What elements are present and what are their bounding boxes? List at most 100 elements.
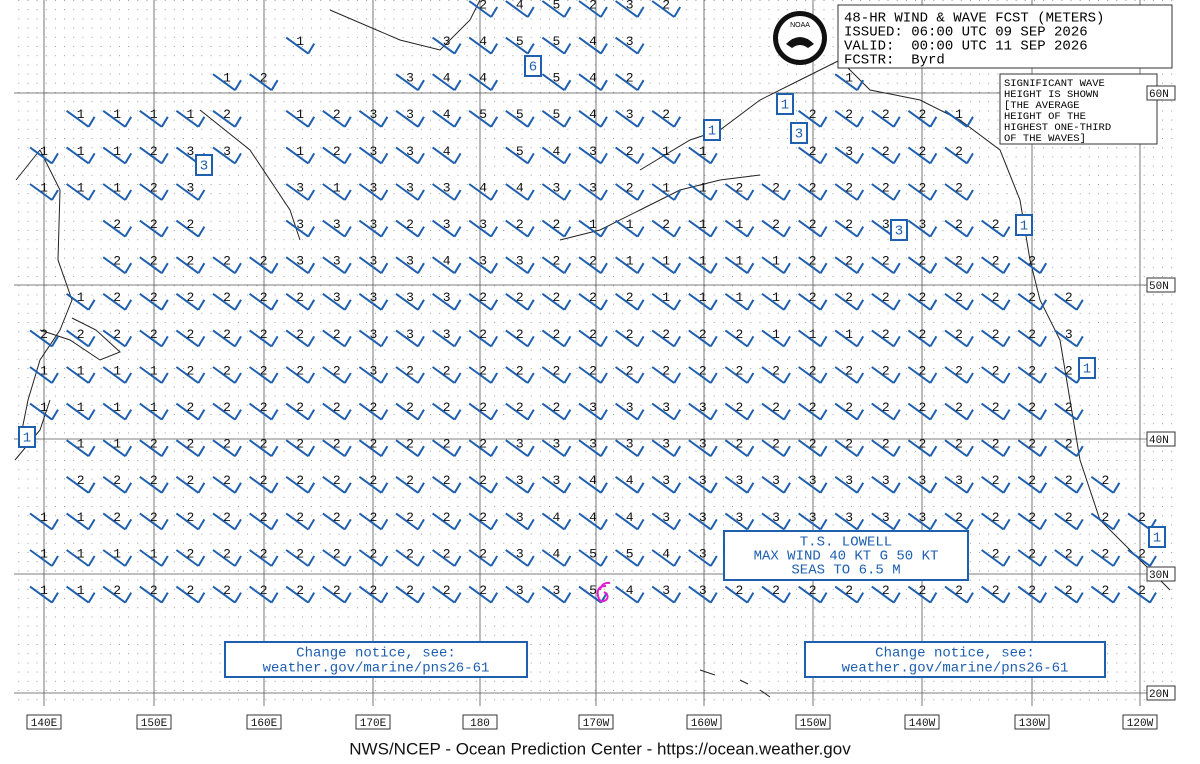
wave-height: 2: [809, 400, 817, 415]
wave-height: 1: [626, 217, 634, 232]
wind-barb: [1017, 329, 1048, 348]
wind-barb: [285, 402, 316, 421]
wind-barb: [468, 439, 499, 458]
wind-barb: [468, 402, 499, 421]
wave-height: 2: [809, 254, 817, 269]
wind-barb: [505, 366, 535, 384]
wave-height: 3: [699, 400, 707, 415]
wind-barb: [834, 219, 865, 238]
storm-frame: [723, 530, 969, 581]
wave-height: 4: [626, 510, 634, 525]
wind-barb: [541, 366, 572, 384]
wave-height: 2: [845, 437, 853, 452]
wave-height: 3: [333, 290, 341, 305]
wind-barb: [432, 219, 462, 238]
wave-height: 3: [662, 437, 670, 452]
wind-barb: [66, 329, 96, 348]
wave-height: 2: [186, 217, 194, 232]
wind-barb: [944, 109, 974, 128]
lon-label: 140W: [909, 718, 936, 730]
wave-height: 3: [845, 144, 853, 159]
wave-height: 2: [223, 473, 231, 488]
wind-barb: [541, 219, 572, 238]
wave-height: 2: [662, 327, 670, 342]
wave-height: 2: [882, 400, 890, 415]
wind-barb: [615, 475, 645, 494]
wind-barb: [358, 256, 389, 275]
lon-frame: [686, 714, 722, 730]
boxed-height: 3: [895, 224, 903, 240]
wave-height: 2: [845, 583, 853, 598]
wave-height: 2: [1065, 583, 1073, 598]
wave-height: 2: [406, 437, 414, 452]
wave-height: 2: [479, 510, 487, 525]
wave-height: 2: [150, 144, 158, 159]
wave-height: 2: [1065, 510, 1073, 525]
wind-barb: [1127, 585, 1157, 604]
wave-height: 3: [626, 437, 634, 452]
wave-height: 3: [918, 510, 926, 525]
wind-barbs: [29, 0, 1157, 604]
wind-barb: [139, 109, 169, 128]
wave-height: 3: [809, 473, 817, 488]
wave-height: 2: [186, 290, 194, 305]
wave-height: 2: [1028, 583, 1036, 598]
wind-barb: [505, 256, 535, 275]
lon-frame: [904, 714, 940, 730]
wave-height: 1: [113, 180, 121, 195]
wave-height: 2: [260, 327, 268, 342]
wind-barb: [139, 256, 169, 275]
wind-barb: [724, 292, 755, 311]
wave-height: 2: [260, 71, 268, 86]
wind-barb: [724, 256, 755, 275]
wind-barb: [432, 512, 462, 531]
wave-height: 2: [955, 437, 963, 452]
wave-height: 2: [296, 327, 304, 342]
wind-barb: [395, 256, 425, 275]
wind-barb: [322, 475, 352, 494]
wind-barb: [834, 183, 865, 201]
wave-height: 3: [406, 180, 414, 195]
wave-height: 1: [113, 107, 121, 122]
wave-height: 4: [626, 473, 634, 488]
wind-barb: [395, 366, 425, 384]
wave-height: 2: [882, 290, 890, 305]
wind-barb: [505, 146, 535, 165]
wind-barb: [761, 183, 791, 201]
wave-height: 2: [992, 400, 1000, 415]
wave-height: 3: [443, 180, 451, 195]
wave-height: 1: [955, 107, 963, 122]
wave-height: 2: [809, 437, 817, 452]
wind-barb: [944, 292, 974, 311]
wind-barb: [1090, 585, 1121, 604]
wave-height: 1: [809, 327, 817, 342]
wind-barb: [358, 402, 389, 421]
wave-height: 3: [845, 510, 853, 525]
wave-height: 1: [699, 180, 707, 195]
coastline: [39, 317, 121, 361]
wave-height: 2: [150, 473, 158, 488]
wind-barb: [578, 549, 608, 567]
wave-height: 2: [955, 583, 963, 598]
wind-barb: [798, 402, 828, 421]
coastlines: [14, 0, 1171, 698]
wave-height: 2: [333, 510, 341, 525]
wave-height: 2: [1138, 546, 1146, 561]
wave-height: 2: [918, 290, 926, 305]
wave-height: 4: [516, 0, 524, 12]
wind-barb: [724, 402, 755, 421]
wind-barb: [468, 366, 499, 384]
wave-height: 2: [186, 437, 194, 452]
wave-height: 2: [589, 363, 597, 378]
boxed-height: 1: [708, 124, 716, 140]
wind-barb: [285, 585, 316, 604]
wave-height: 2: [918, 327, 926, 342]
wind-barb: [724, 183, 755, 201]
wind-barb: [834, 109, 865, 128]
wind-barb: [432, 109, 462, 128]
wave-height: 3: [589, 400, 597, 415]
wave-height: 2: [260, 290, 268, 305]
wind-barb: [615, 146, 645, 165]
wave-height: 2: [772, 583, 780, 598]
wave-height: 2: [772, 180, 780, 195]
